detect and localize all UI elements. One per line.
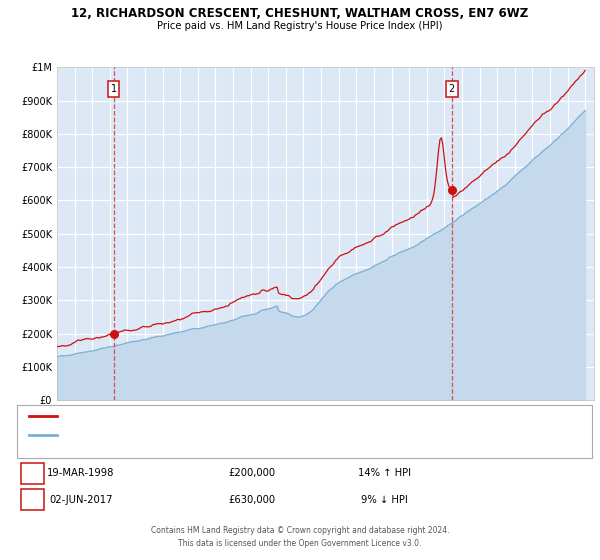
Text: £630,000: £630,000 [229,494,275,505]
Text: 19-MAR-1998: 19-MAR-1998 [47,468,115,478]
Text: 12, RICHARDSON CRESCENT, CHESHUNT, WALTHAM CROSS, EN7 6WZ (detached house): 12, RICHARDSON CRESCENT, CHESHUNT, WALTH… [60,412,437,421]
Text: Contains HM Land Registry data © Crown copyright and database right 2024.
This d: Contains HM Land Registry data © Crown c… [151,526,449,548]
Text: 2: 2 [449,84,455,94]
Text: HPI: Average price, detached house, Broxbourne: HPI: Average price, detached house, Brox… [60,431,268,440]
Text: 2: 2 [29,494,36,505]
Text: 1: 1 [29,468,36,478]
Text: 9% ↓ HPI: 9% ↓ HPI [361,494,407,505]
Text: Price paid vs. HM Land Registry's House Price Index (HPI): Price paid vs. HM Land Registry's House … [157,21,443,31]
Text: 14% ↑ HPI: 14% ↑ HPI [358,468,410,478]
Text: 02-JUN-2017: 02-JUN-2017 [49,494,113,505]
Text: £200,000: £200,000 [229,468,275,478]
Text: 1: 1 [110,84,116,94]
Text: 12, RICHARDSON CRESCENT, CHESHUNT, WALTHAM CROSS, EN7 6WZ: 12, RICHARDSON CRESCENT, CHESHUNT, WALTH… [71,7,529,20]
